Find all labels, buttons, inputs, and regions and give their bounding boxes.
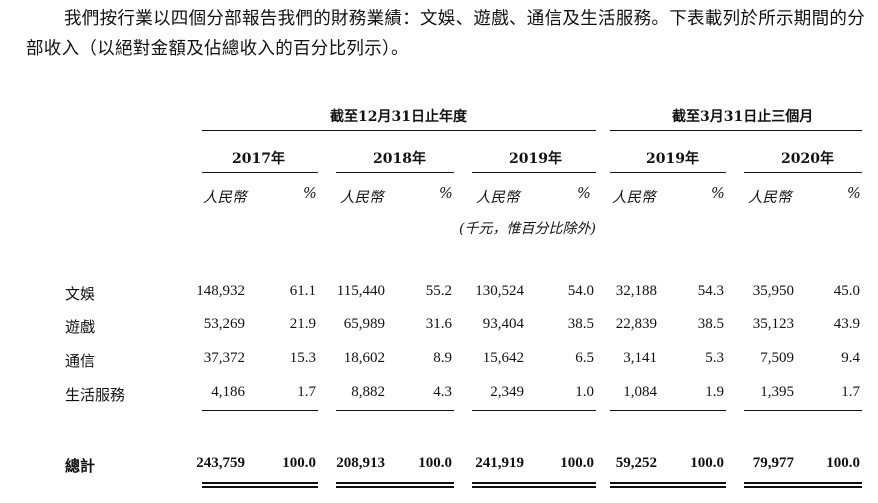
table-cell: 32,188 xyxy=(615,283,657,299)
group-header-annual: 截至12月31日止年度 xyxy=(330,109,467,125)
table-cell: 4.3 xyxy=(433,384,452,400)
table-cell: 54.0 xyxy=(567,283,594,299)
table-cell: 8,882 xyxy=(351,384,385,400)
subtotal-line xyxy=(610,410,726,411)
double-underline-segment xyxy=(610,482,726,484)
row-label: 遊戲 xyxy=(65,318,96,336)
row-label: 通信 xyxy=(65,352,96,370)
table-cell: 38.5 xyxy=(697,316,724,332)
total-cell: 100.0 xyxy=(826,455,860,471)
unit-note: (千元，惟百分比除外) xyxy=(459,221,596,237)
table-cell: 3,141 xyxy=(623,350,657,366)
double-underline-segment xyxy=(336,482,454,484)
table-cell: 93,404 xyxy=(482,316,524,332)
year-header-2019: 2019年 xyxy=(509,151,562,167)
double-underline-segment xyxy=(744,482,862,484)
percent-header: % xyxy=(711,186,725,202)
percent-header: % xyxy=(577,186,591,202)
table-cell: 21.9 xyxy=(289,316,316,332)
currency-header: 人民幣 xyxy=(612,190,656,206)
table-cell: 148,932 xyxy=(196,283,245,299)
year-underline xyxy=(744,172,862,173)
table-cell: 35,950 xyxy=(752,283,794,299)
table-cell: 130,524 xyxy=(475,283,524,299)
table-cell: 9.4 xyxy=(841,350,860,366)
total-cell: 243,759 xyxy=(196,455,245,471)
table-cell: 37,372 xyxy=(203,350,245,366)
group-underline-quarterly xyxy=(610,130,862,131)
double-underline-segment xyxy=(202,482,318,484)
currency-header: 人民幣 xyxy=(203,190,247,206)
subtotal-line xyxy=(336,410,454,411)
table-cell: 18,602 xyxy=(343,350,385,366)
table-cell: 5.3 xyxy=(705,350,724,366)
table-cell: 15.3 xyxy=(289,350,316,366)
year-underline xyxy=(336,172,454,173)
table-cell: 1.7 xyxy=(297,384,316,400)
double-underline-segment xyxy=(610,486,726,488)
year-underline xyxy=(610,172,726,173)
currency-header: 人民幣 xyxy=(340,190,384,206)
year-header-2020-q: 2020年 xyxy=(781,151,834,167)
table-cell: 65,989 xyxy=(343,316,385,332)
table-cell: 38.5 xyxy=(567,316,594,332)
table-cell: 2,349 xyxy=(490,384,524,400)
table-cell: 61.1 xyxy=(289,283,316,299)
intro-text: 我們按行業以四個分部報告我們的財務業績：文娛、遊戲、通信及生活服務。下表載列於所… xyxy=(26,9,865,59)
year-header-2019-q: 2019年 xyxy=(646,151,699,167)
group-header-quarterly: 截至3月31日止三個月 xyxy=(672,109,814,125)
currency-header: 人民幣 xyxy=(476,190,520,206)
double-underline-segment xyxy=(336,486,454,488)
double-underline-segment xyxy=(202,486,318,488)
table-cell: 1,395 xyxy=(760,384,794,400)
group-underline-annual xyxy=(202,130,596,131)
table-cell: 4,186 xyxy=(211,384,245,400)
subtotal-line xyxy=(472,410,596,411)
table-cell: 7,509 xyxy=(760,350,794,366)
table-cell: 54.3 xyxy=(697,283,724,299)
total-cell: 59,252 xyxy=(615,455,657,471)
year-underline xyxy=(202,172,318,173)
table-cell: 22,839 xyxy=(615,316,657,332)
total-cell: 100.0 xyxy=(418,455,452,471)
year-header-2017: 2017年 xyxy=(232,151,285,167)
subtotal-line xyxy=(744,410,862,411)
intro-paragraph: 我們按行業以四個分部報告我們的財務業績：文娛、遊戲、通信及生活服務。下表載列於所… xyxy=(26,4,866,64)
total-cell: 100.0 xyxy=(690,455,724,471)
percent-header: % xyxy=(439,186,453,202)
table-cell: 31.6 xyxy=(425,316,452,332)
total-cell: 241,919 xyxy=(475,455,524,471)
total-cell: 100.0 xyxy=(560,455,594,471)
percent-header: % xyxy=(303,186,317,202)
year-underline xyxy=(472,172,596,173)
table-cell: 115,440 xyxy=(336,283,385,299)
table-cell: 8.9 xyxy=(433,350,452,366)
row-label: 生活服務 xyxy=(65,386,126,404)
table-cell: 55.2 xyxy=(425,283,452,299)
table-cell: 45.0 xyxy=(833,283,860,299)
table-cell: 1.0 xyxy=(575,384,594,400)
currency-header: 人民幣 xyxy=(748,190,792,206)
table-cell: 43.9 xyxy=(833,316,860,332)
table-cell: 1.7 xyxy=(841,384,860,400)
year-header-2018: 2018年 xyxy=(373,151,426,167)
table-cell: 35,123 xyxy=(752,316,794,332)
table-cell: 1.9 xyxy=(705,384,724,400)
table-cell: 15,642 xyxy=(482,350,524,366)
total-cell: 208,913 xyxy=(336,455,385,471)
total-label: 總計 xyxy=(65,457,96,475)
total-cell: 100.0 xyxy=(282,455,316,471)
total-cell: 79,977 xyxy=(752,455,794,471)
percent-header: % xyxy=(847,186,861,202)
double-underline-segment xyxy=(472,486,596,488)
double-underline-segment xyxy=(744,486,862,488)
table-cell: 6.5 xyxy=(575,350,594,366)
table-cell: 1,084 xyxy=(623,384,657,400)
double-underline-segment xyxy=(472,482,596,484)
subtotal-line xyxy=(202,410,318,411)
row-label: 文娛 xyxy=(65,285,96,303)
table-cell: 53,269 xyxy=(203,316,245,332)
